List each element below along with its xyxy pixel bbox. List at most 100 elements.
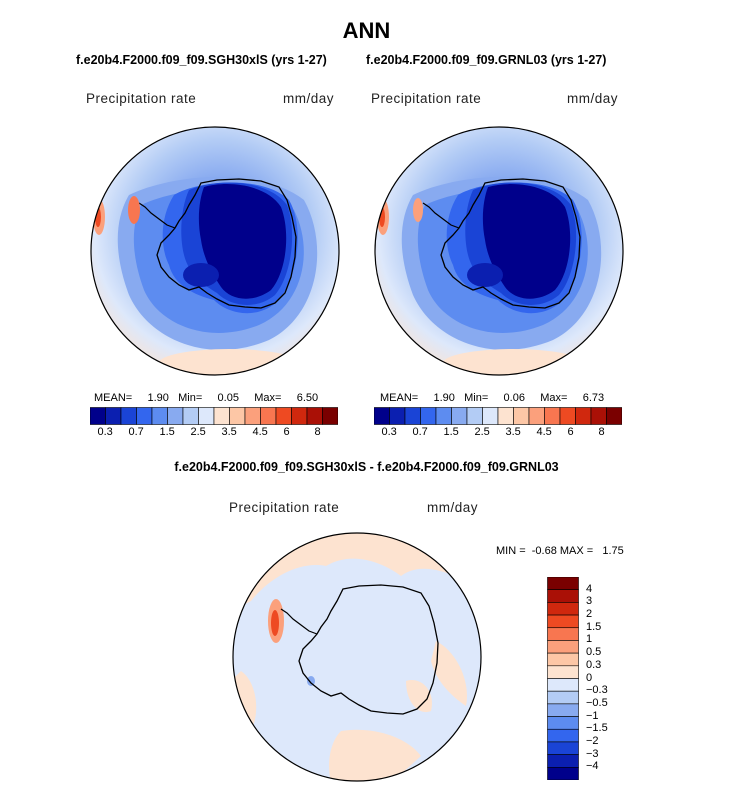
colorbar-tick-label: 4.5 (536, 426, 552, 438)
peninsula-coast (422, 202, 460, 229)
colorbar-swatch (482, 407, 499, 425)
colorbar-swatch (136, 407, 153, 425)
colorbar-swatch (497, 407, 514, 425)
colorbar-swatch (547, 577, 579, 590)
colorbar-diff (547, 577, 579, 780)
colorbar-panel1-ticks: 0.3 0.7 1.5 2.5 3.5 4.5 6 8 (90, 426, 338, 440)
max-label: Max= (254, 392, 282, 404)
colorbar-swatch (435, 407, 452, 425)
colorbar-swatch (389, 407, 406, 425)
positive-anomaly (431, 641, 467, 706)
colorbar-swatch (547, 741, 579, 755)
colorbar-tick-label: 1 (586, 633, 593, 646)
colorbar-swatch (374, 407, 390, 425)
colorbar-swatch (105, 407, 122, 425)
colorbar-panel2 (374, 407, 622, 425)
page-title: ANN (342, 18, 391, 43)
colorbar-tick-label: 8 (314, 426, 321, 438)
colorbar-swatch (547, 703, 579, 717)
colorbar-swatch (151, 407, 168, 425)
colorbar-swatch (90, 407, 106, 425)
colorbar-tick-label: −2 (586, 734, 599, 747)
colorbar-tick-label: 4.5 (252, 426, 268, 438)
positive-anomaly (406, 680, 432, 713)
colorbar-tick-label: 0.3 (586, 658, 602, 671)
colorbar-tick-label: 3.5 (221, 426, 237, 438)
colorbar-swatch (528, 407, 545, 425)
colorbar-swatch (322, 407, 338, 425)
colorbar-tick-label: 4 (586, 582, 593, 595)
panel2-stats: MEAN= 1.90 Min= 0.06 Max= 6.73 (380, 392, 604, 404)
mean-label: MEAN= (380, 392, 419, 404)
colorbar-panel1 (90, 407, 338, 425)
colorbar-swatch (451, 407, 468, 425)
diff-units-label: mm/day (427, 500, 479, 515)
colorbar-tick-label: 2.5 (474, 426, 490, 438)
colorbar-swatch (544, 407, 561, 425)
colorbar-swatch (547, 652, 579, 667)
colorbar-swatch (513, 407, 530, 425)
colorbar-swatch (198, 407, 215, 425)
peninsula-coast (280, 608, 318, 635)
positive-anomaly (233, 533, 481, 611)
panel1-units-label: mm/day (283, 91, 335, 106)
colorbar-swatch (120, 407, 137, 425)
colorbar-tick-label: 0 (586, 671, 593, 684)
min-label: Min= (464, 392, 489, 404)
colorbar-swatch (275, 407, 292, 425)
colorbar-tick-label: 0.7 (412, 426, 428, 438)
colorbar-tick-label: 6 (567, 426, 574, 438)
colorbar-swatch (306, 407, 323, 425)
colorbar-tick-label: 6 (283, 426, 290, 438)
colorbar-swatch (404, 407, 421, 425)
mean-value: 1.90 (433, 392, 455, 404)
panel2-subtitle: f.e20b4.F2000.f09_f09.GRNL03 (yrs 1-27) (366, 53, 607, 67)
mean-value: 1.90 (147, 392, 169, 404)
colorbar-tick-label: 0.7 (128, 426, 144, 438)
diff-minmax: MIN = -0.68 MAX = 1.75 (496, 545, 624, 557)
map-panel2 (374, 126, 624, 376)
colorbar-tick-label: 8 (598, 426, 605, 438)
colorbar-swatch (590, 407, 607, 425)
panel1-stats: MEAN= 1.90 Min= 0.05 Max= 6.50 (94, 392, 318, 404)
colorbar-swatch (244, 407, 261, 425)
colorbar-swatch (559, 407, 576, 425)
positive-anomaly (329, 729, 421, 781)
colorbar-tick-label: 3 (586, 595, 593, 608)
colorbar-swatch (547, 728, 579, 743)
panel1-subtitle: f.e20b4.F2000.f09_f09.SGH30xlS (yrs 1-27… (76, 53, 327, 67)
colorbar-swatch (575, 407, 592, 425)
panel2-variable-label: Precipitation rate (371, 91, 482, 106)
mean-label: MEAN= (94, 392, 133, 404)
colorbar-tick-label: 1.5 (443, 426, 459, 438)
colorbar-tick-label: 1.5 (159, 426, 175, 438)
colorbar-tick-label: 2 (586, 608, 593, 621)
colorbar-swatch (547, 602, 579, 616)
colorbar-swatch (547, 767, 579, 780)
colorbar-swatch (167, 407, 184, 425)
colorbar-swatch (547, 640, 579, 654)
colorbar-swatch (547, 690, 579, 705)
colorbar-tick-label: −0.3 (586, 684, 608, 697)
colorbar-swatch (420, 407, 437, 425)
colorbar-swatch (547, 678, 579, 692)
diff-variable-label: Precipitation rate (229, 500, 340, 515)
min-value: 0.05 (217, 392, 239, 404)
colorbar-swatch (229, 407, 246, 425)
max-value: 6.50 (296, 392, 319, 404)
panel2-units-label: mm/day (567, 91, 619, 106)
colorbar-diff-ticks: 4 3 2 1.5 1 0.5 0.3 0 −0.3 −0.5 −1 −1.5 −2 −3 −4 (586, 577, 646, 780)
antarctica-inner (198, 184, 287, 299)
peninsula-coast (138, 202, 176, 229)
colorbar-tick-label: −0.5 (586, 696, 608, 709)
min-label: Min= (178, 392, 203, 404)
colorbar-panel2-ticks: 0.3 0.7 1.5 2.5 3.5 4.5 6 8 (374, 426, 622, 440)
colorbar-tick-label: −1.5 (586, 722, 608, 735)
colorbar-tick-label: 0.3 (381, 426, 397, 438)
diff-subtitle: f.e20b4.F2000.f09_f09.SGH30xlS - f.e20b4… (174, 460, 559, 474)
map-panel1 (90, 126, 340, 376)
colorbar-tick-label: −4 (586, 760, 599, 773)
max-value: 6.73 (582, 392, 605, 404)
colorbar-swatch (547, 665, 579, 679)
panel1-variable-label: Precipitation rate (86, 91, 197, 106)
